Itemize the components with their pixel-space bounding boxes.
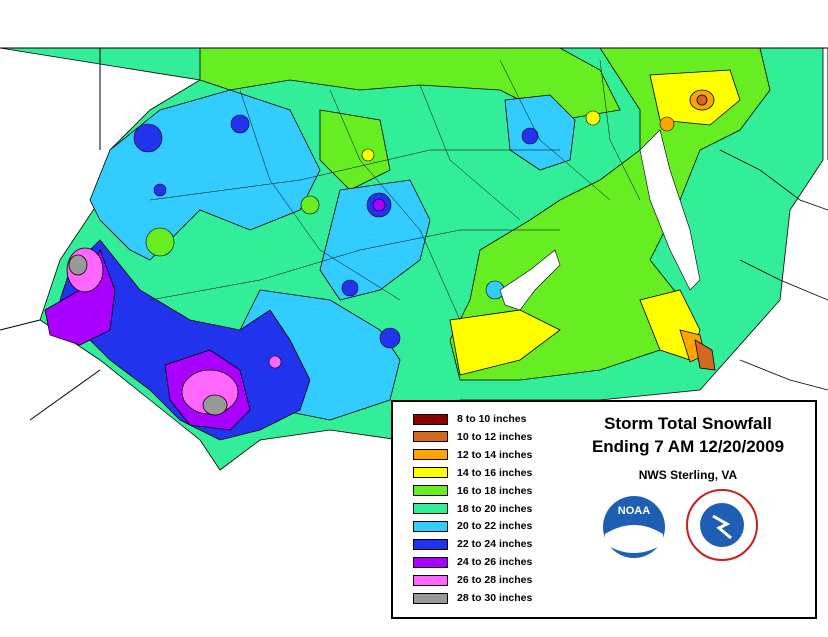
- legend-swatch: [413, 449, 448, 461]
- legend-label: 24 to 26 inches: [457, 556, 533, 569]
- river: [499, 249, 561, 311]
- nws-logo-icon: [686, 489, 758, 561]
- spot: [230, 114, 250, 134]
- legend-label: 26 to 28 inches: [457, 574, 533, 587]
- legend-label: 8 to 10 inches: [457, 413, 527, 425]
- legend-swatch: [413, 556, 448, 568]
- county-lines: [149, 59, 641, 321]
- noaa-logo-icon: NOAA: [603, 496, 665, 558]
- legend-swatch: [413, 503, 448, 514]
- region-28-30-west: [68, 254, 88, 276]
- bay: [639, 129, 701, 291]
- legend-label: 14 to 16 inches: [457, 466, 533, 479]
- legend-item: 28 to 30 inches: [413, 591, 532, 605]
- legend-item: 16 to 18 inches: [413, 484, 532, 498]
- coastline: [719, 149, 828, 391]
- legend-label: 10 to 12 inches: [457, 430, 533, 443]
- legend-item: 26 to 28 inches: [413, 573, 532, 587]
- legend-label: 22 to 24 inches: [457, 538, 533, 551]
- legend-swatch: [413, 592, 448, 604]
- legend-label: 18 to 20 inches: [457, 502, 533, 515]
- region-16-18-north: [199, 47, 621, 121]
- subtitle: NWS Sterling, VA: [638, 468, 738, 482]
- spot: [133, 123, 163, 153]
- legend-item: 12 to 14 inches: [413, 448, 532, 462]
- title-line2: Ending 7 AM 12/20/2009: [591, 437, 785, 456]
- spot: [361, 148, 375, 162]
- legend-item: 24 to 26 inches: [413, 555, 532, 569]
- spot: [300, 195, 320, 215]
- legend-swatch: [413, 520, 448, 532]
- legend-item: 22 to 24 inches: [413, 537, 532, 551]
- legend-swatch: [413, 431, 448, 443]
- legend-item: 8 to 10 inches: [413, 412, 526, 426]
- legend-box: 8 to 10 inches 10 to 12 inches 12 to 14 in…: [391, 400, 817, 619]
- spot: [341, 279, 359, 297]
- spot: [145, 227, 175, 257]
- spot: [521, 127, 539, 145]
- legend-swatch: [413, 467, 448, 479]
- legend-item: 10 to 12 inches: [413, 430, 532, 444]
- region-14-16-s: [449, 309, 561, 376]
- legend-swatch: [413, 538, 448, 550]
- spot: [585, 110, 601, 126]
- noaa-logo-text: NOAA: [618, 505, 650, 517]
- legend-item: 18 to 20 inches: [413, 502, 532, 516]
- region-20-22-center: [319, 179, 431, 301]
- region-28-30-south: [202, 394, 228, 416]
- legend-swatch: [413, 485, 448, 497]
- legend-swatch: [413, 574, 448, 586]
- legend-label: 28 to 30 inches: [457, 592, 533, 604]
- legend-item: 14 to 16 inches: [413, 466, 532, 480]
- region-10-12-ne: [696, 94, 708, 106]
- spot: [379, 327, 401, 349]
- spot: [372, 198, 386, 212]
- region-16-18-central: [319, 109, 391, 191]
- region-10-12: [694, 339, 716, 371]
- spot: [659, 116, 675, 132]
- legend-label: 12 to 14 inches: [457, 448, 533, 461]
- legend-swatch: [413, 413, 448, 425]
- legend-item: 20 to 22 inches: [413, 519, 532, 533]
- title-line1: Storm Total Snowfall: [604, 414, 772, 433]
- spot: [153, 183, 167, 197]
- legend-label: 16 to 18 inches: [457, 484, 533, 497]
- state-border: [0, 48, 828, 421]
- legend-label: 20 to 22 inches: [457, 520, 533, 533]
- spot: [268, 355, 282, 369]
